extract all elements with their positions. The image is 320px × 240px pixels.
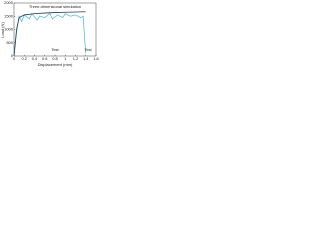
annotation: Test: [51, 47, 59, 52]
y-tick-label: 1500: [4, 13, 14, 18]
y-axis-label: Load (N): [0, 22, 5, 38]
y-tick-label: 500: [6, 40, 13, 45]
x-tick-label: 0.2: [21, 56, 27, 61]
chart: Load (N) Displacement (mm) 0 0.2 0.4 0.6 0.8…: [0, 0, 99, 67]
x-tick-label: 1: [64, 56, 67, 61]
series-line: [13, 12, 87, 57]
series-line: [13, 11, 86, 57]
y-tick-label: 1000: [4, 27, 14, 32]
x-tick-label: 1.6: [93, 56, 99, 61]
x-tick-label: 0.8: [52, 56, 58, 61]
x-tick-label: 1.2: [73, 56, 79, 61]
x-tick-label: 0.6: [42, 56, 48, 61]
x-tick-label: 1.4: [83, 56, 89, 61]
x-axis-label: Displacement (mm): [38, 62, 73, 67]
x-tick-label: 0.4: [32, 56, 38, 61]
annotation: Three-dimensional simulation: [29, 4, 81, 9]
x-tick-label: 0: [13, 56, 16, 61]
annotation: Test: [84, 47, 92, 52]
y-tick-label: 0: [11, 53, 14, 58]
y-tick-label: 2000: [4, 0, 14, 5]
